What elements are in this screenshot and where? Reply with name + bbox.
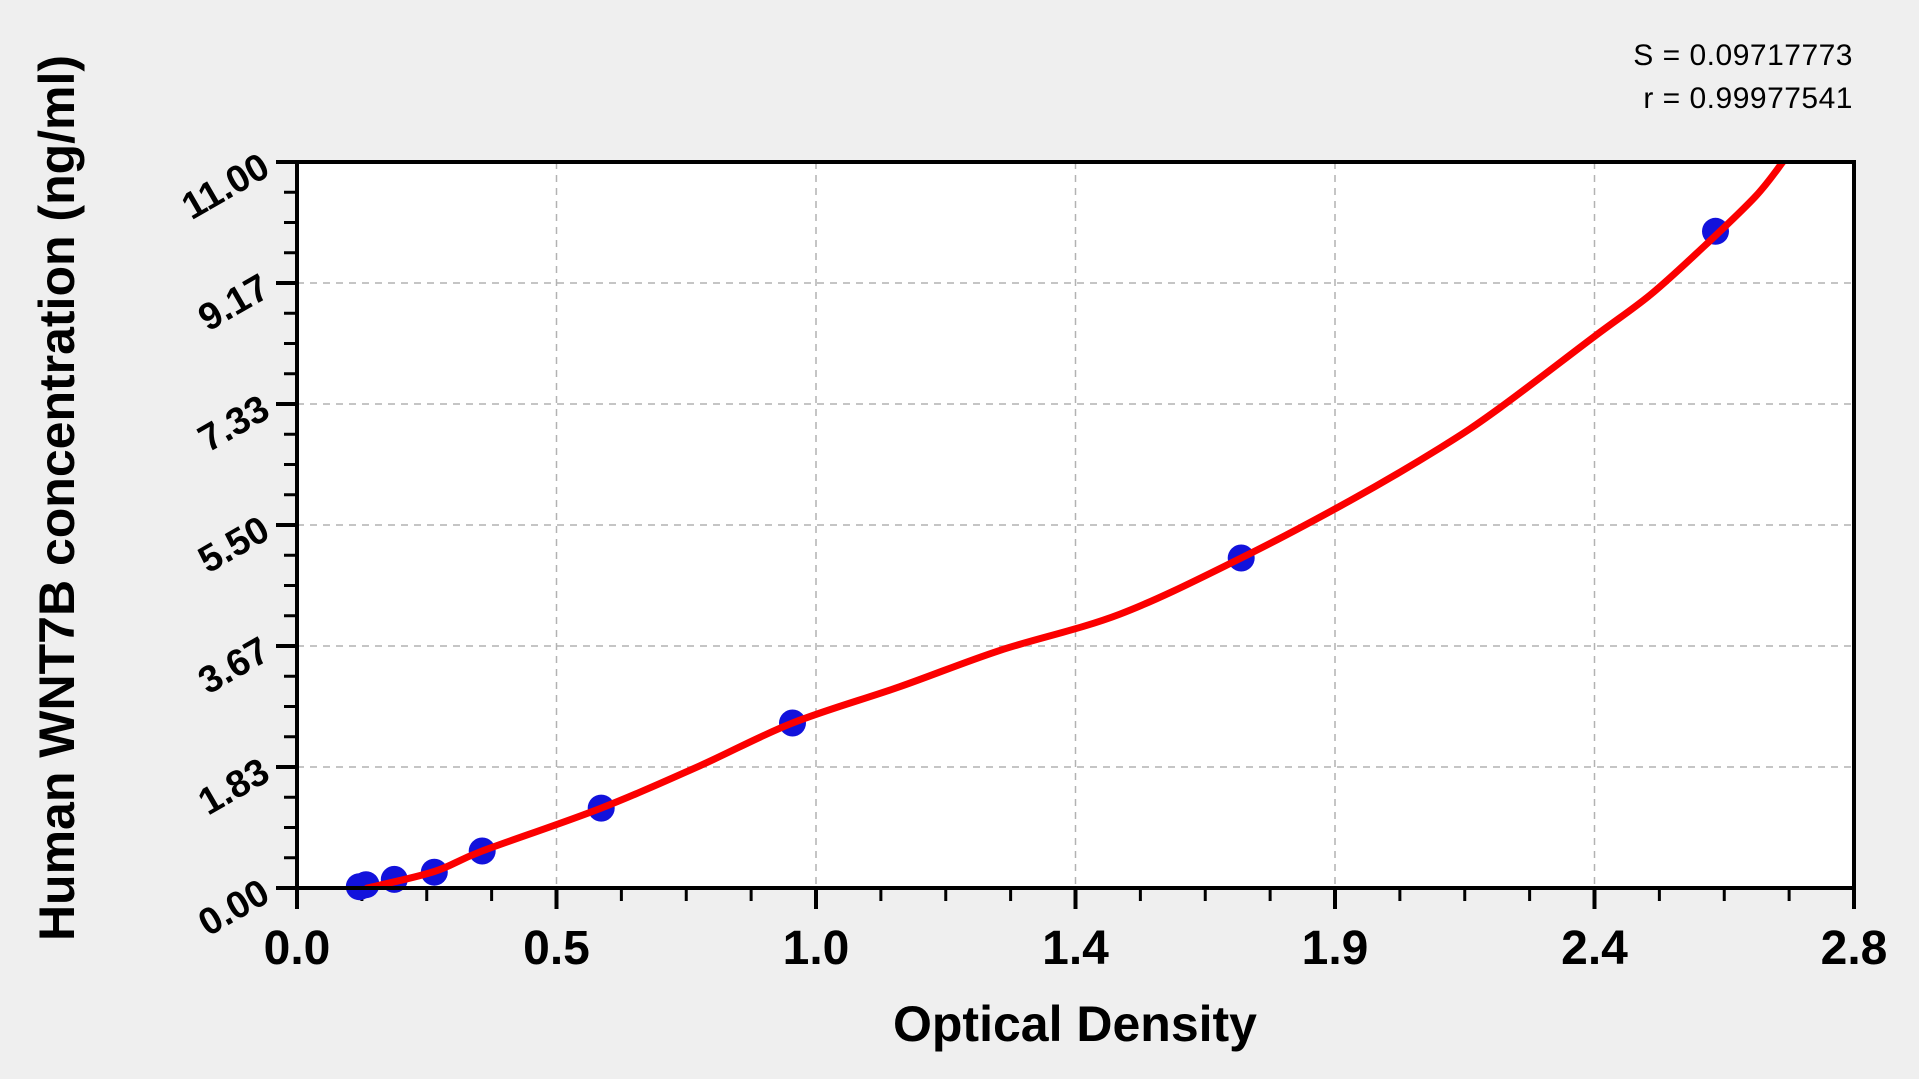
- x-tick-label: 2.4: [1561, 922, 1628, 975]
- x-tick-label: 1.4: [1042, 922, 1109, 975]
- y-axis-title: Human WNT7B concentration (ng/ml): [29, 54, 85, 942]
- x-tick-label: 1.0: [783, 922, 850, 975]
- y-tick-label: 7.33: [191, 387, 276, 460]
- x-tick-label: 0.0: [264, 922, 331, 975]
- y-tick-label: 5.50: [191, 508, 276, 581]
- x-tick-label: 2.8: [1821, 922, 1888, 975]
- y-tick-label: 11.00: [175, 145, 277, 228]
- y-tick-label: 3.67: [191, 629, 276, 702]
- fit-statistics: S = 0.09717773 r = 0.99977541: [1633, 34, 1853, 120]
- plot-border: [295, 160, 1856, 890]
- fit-stat-r: r = 0.99977541: [1643, 82, 1853, 115]
- y-tick-label: 9.17: [191, 266, 276, 339]
- y-tick-label: 1.83: [191, 750, 276, 823]
- fitted-curve: [363, 162, 1787, 888]
- fit-stat-s: S = 0.09717773: [1633, 39, 1853, 72]
- x-tick-label: 0.5: [523, 922, 590, 975]
- x-tick-label: 1.9: [1302, 922, 1369, 975]
- x-axis-title: Optical Density: [893, 996, 1257, 1052]
